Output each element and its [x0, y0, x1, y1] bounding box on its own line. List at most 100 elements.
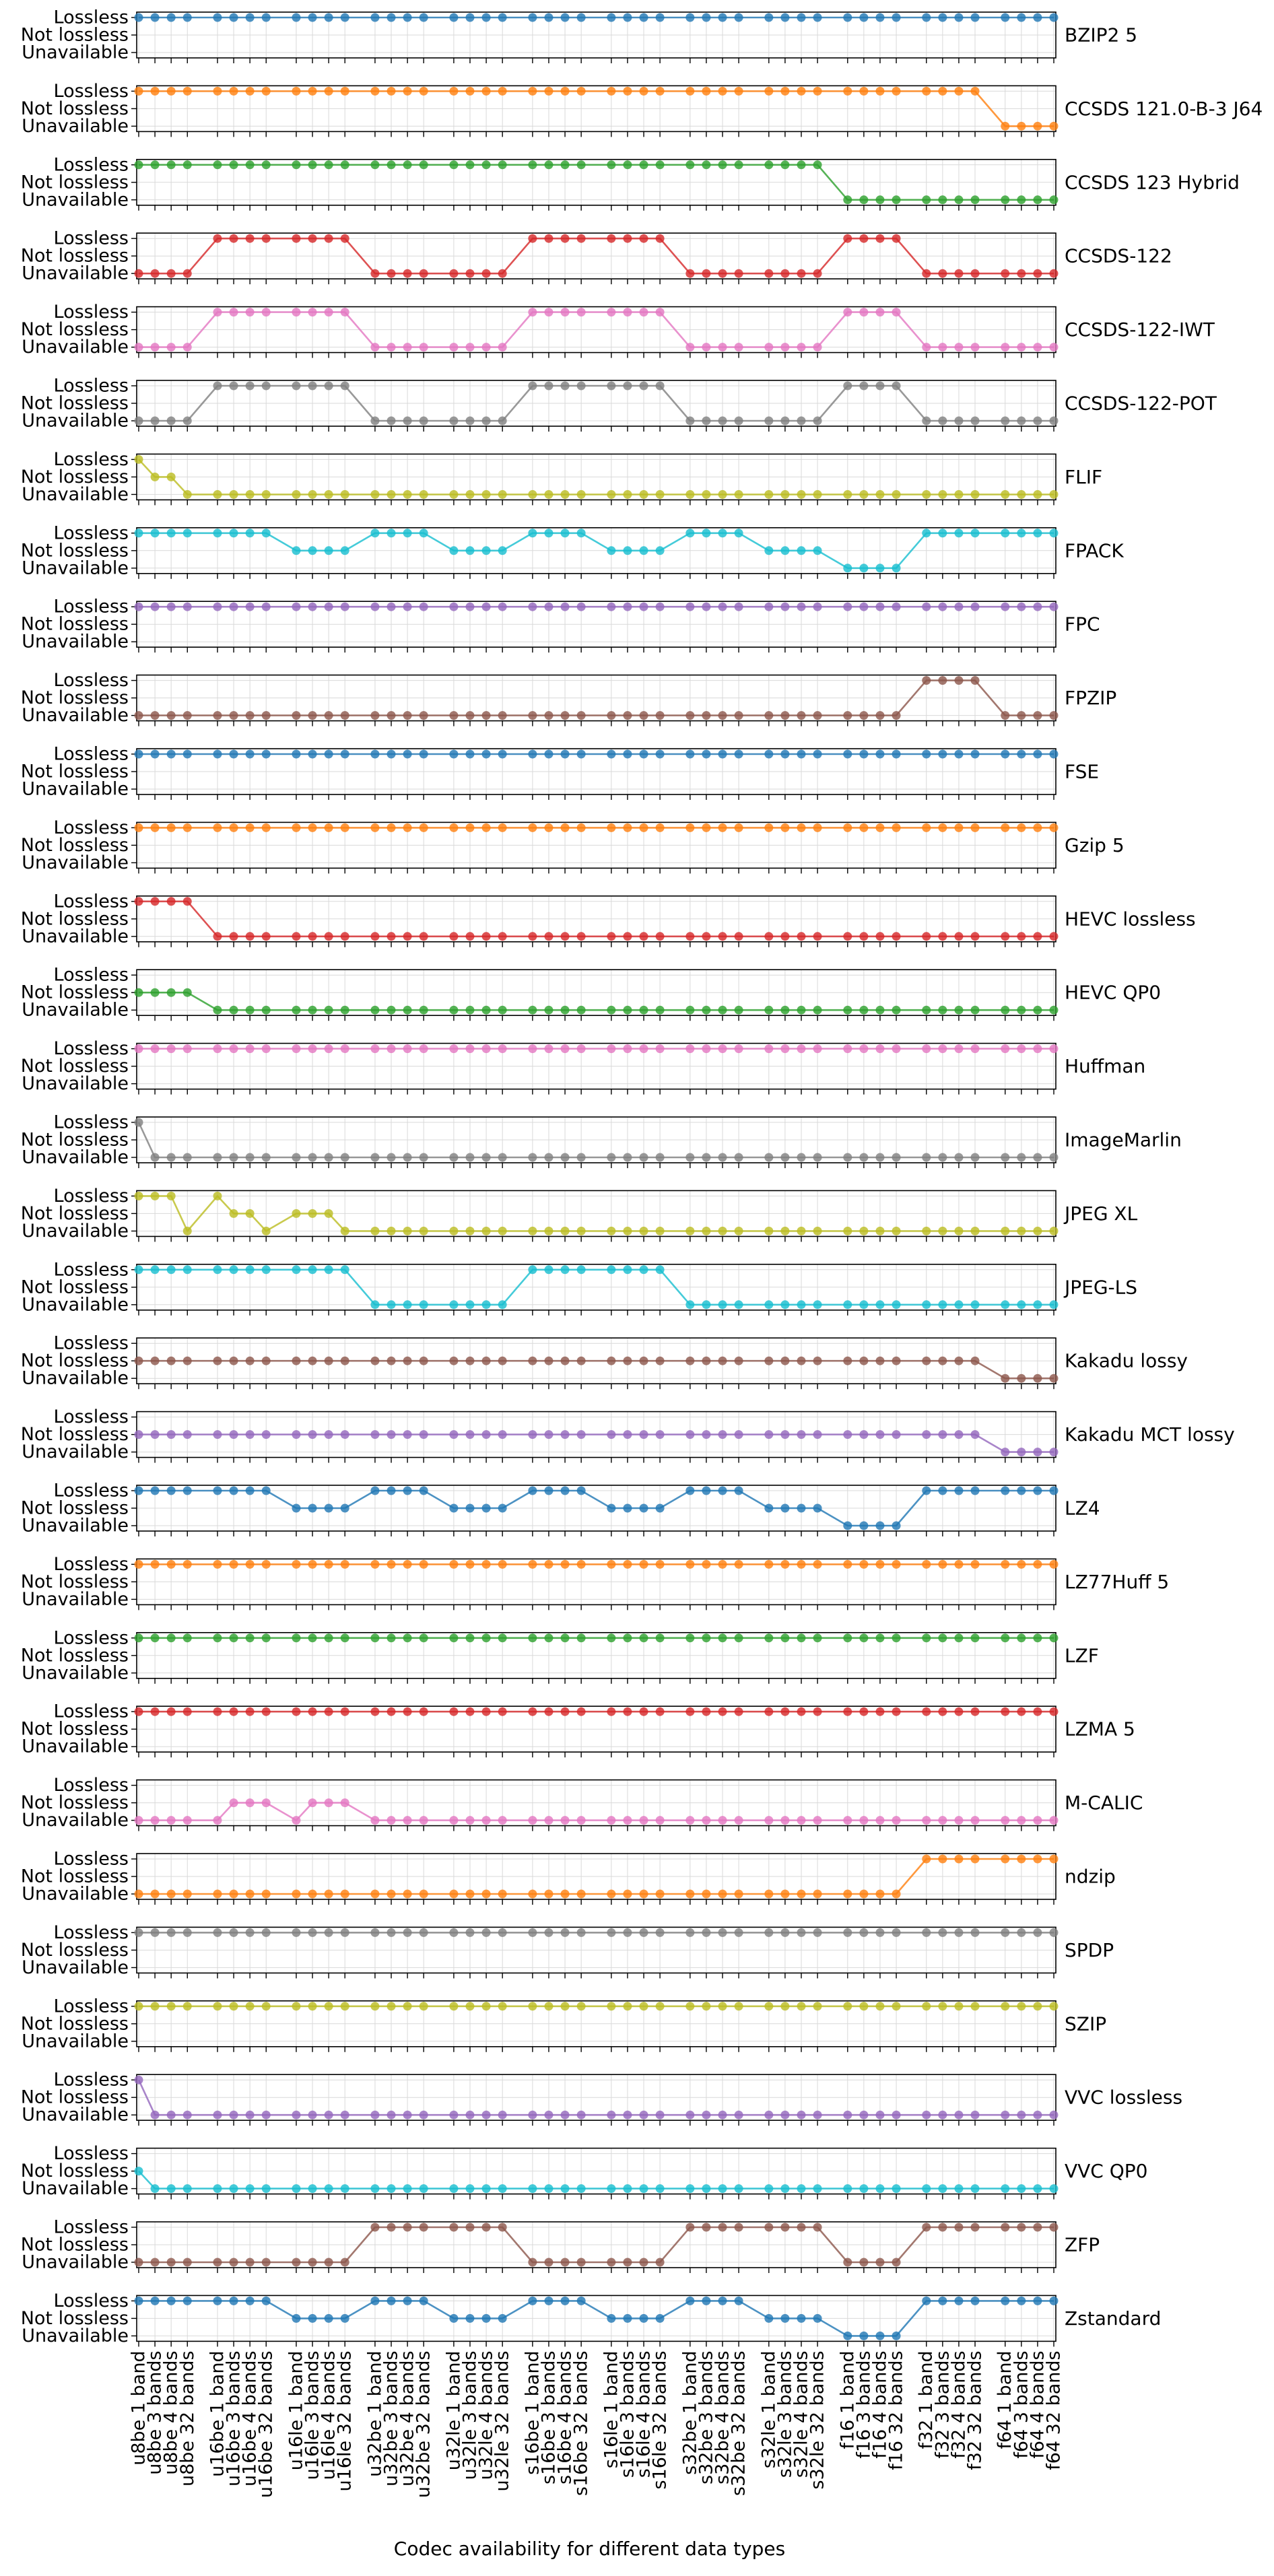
data-point: [639, 2184, 648, 2194]
data-point: [797, 602, 806, 611]
data-point: [229, 711, 238, 720]
data-point: [387, 160, 396, 170]
data-point: [449, 1044, 459, 1054]
data-point: [245, 602, 255, 611]
data-point: [340, 13, 349, 22]
codec-name-label: BZIP2 5: [1065, 24, 1137, 46]
data-point: [655, 546, 665, 555]
data-point: [292, 1633, 301, 1643]
data-point: [182, 86, 192, 96]
data-point: [718, 489, 727, 499]
data-point: [639, 1816, 648, 1825]
data-point: [261, 234, 271, 243]
data-point: [843, 1356, 852, 1365]
codec-name-label: CCSDS-122-IWT: [1065, 318, 1215, 341]
data-point: [970, 2002, 980, 2011]
data-point: [134, 2296, 143, 2305]
data-point: [182, 602, 192, 611]
data-point: [892, 1300, 901, 1310]
data-point: [1049, 2002, 1059, 2011]
data-point: [576, 823, 586, 832]
data-point: [166, 2258, 176, 2267]
y-tick-label: Unavailable: [22, 2105, 129, 2126]
data-point: [245, 2110, 255, 2120]
data-point: [229, 2110, 238, 2120]
data-point: [938, 13, 947, 22]
data-point: [576, 749, 586, 759]
data-point: [892, 1928, 901, 1937]
data-point: [166, 1707, 176, 1716]
data-point: [938, 1300, 947, 1310]
data-point: [166, 160, 176, 170]
data-point: [465, 823, 475, 832]
data-point: [576, 1816, 586, 1825]
data-point: [498, 489, 507, 499]
data-point: [843, 1521, 852, 1530]
data-point: [245, 234, 255, 243]
data-point: [560, 160, 570, 170]
y-tick-label: Lossless: [54, 522, 129, 543]
data-point: [340, 749, 349, 759]
data-point: [623, 2258, 632, 2267]
data-point: [245, 1209, 255, 1218]
data-point: [229, 381, 238, 391]
data-point: [1033, 489, 1042, 499]
data-point: [623, 2002, 632, 2011]
data-point: [498, 932, 507, 941]
data-point: [245, 1559, 255, 1569]
data-point: [403, 13, 412, 22]
data-point: [182, 1889, 192, 1899]
data-point: [780, 1300, 790, 1310]
data-point: [229, 1707, 238, 1716]
data-point: [449, 823, 459, 832]
data-point: [780, 823, 790, 832]
data-point: [308, 1430, 317, 1439]
data-point: [419, 2296, 428, 2305]
data-point: [213, 1044, 222, 1054]
data-point: [843, 2002, 852, 2011]
data-point: [892, 195, 901, 205]
data-point: [764, 1430, 774, 1439]
data-point: [419, 1559, 428, 1569]
data-point: [166, 1559, 176, 1569]
series-line: [139, 237, 1054, 275]
data-point: [1001, 1374, 1010, 1383]
data-point: [576, 160, 586, 170]
data-point: [1017, 1816, 1026, 1825]
data-point: [813, 1889, 822, 1899]
data-point: [843, 234, 852, 243]
data-point: [685, 1707, 695, 1716]
data-point: [1001, 1005, 1010, 1015]
data-point: [370, 1430, 380, 1439]
y-tick-label: Not lossless: [21, 2087, 129, 2108]
data-point: [340, 711, 349, 720]
data-point: [780, 602, 790, 611]
data-point: [1049, 1486, 1059, 1495]
data-point: [954, 1430, 964, 1439]
data-point: [718, 2110, 727, 2120]
data-point: [764, 2002, 774, 2011]
data-point: [843, 2258, 852, 2267]
data-point: [544, 1153, 554, 1162]
data-point: [734, 416, 743, 426]
data-point: [150, 472, 160, 481]
data-point: [1001, 1707, 1010, 1716]
data-point: [875, 1356, 885, 1365]
data-point: [324, 1209, 333, 1218]
data-point: [308, 1005, 317, 1015]
data-point: [182, 1486, 192, 1495]
data-point: [245, 1265, 255, 1275]
data-point: [922, 1356, 931, 1365]
data-point: [1049, 932, 1059, 941]
y-tick-label: Lossless: [54, 1481, 129, 1501]
data-point: [685, 1889, 695, 1899]
y-tick-label: Lossless: [54, 1627, 129, 1648]
data-point: [340, 1430, 349, 1439]
data-point: [150, 1430, 160, 1439]
data-point: [1033, 1633, 1042, 1643]
data-point: [150, 2258, 160, 2267]
data-point: [261, 2258, 271, 2267]
